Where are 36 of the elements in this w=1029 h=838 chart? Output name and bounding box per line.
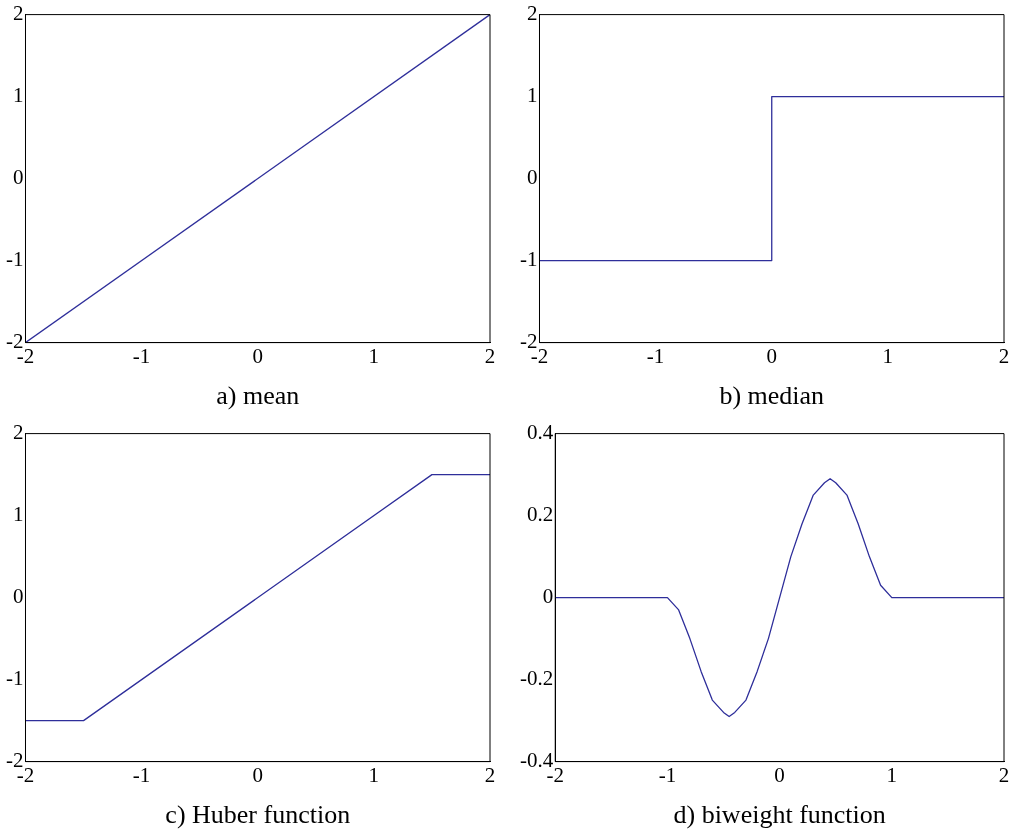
x-axis-title: b) median: [719, 381, 825, 411]
y-tick-label: 2: [526, 1, 538, 26]
x-tick-label: -1: [132, 762, 151, 787]
y-tick-label: 0.2: [526, 502, 554, 527]
x-tick-label: 1: [882, 343, 894, 368]
y-tick-label: 2: [12, 420, 24, 445]
x-axis-title: a) mean: [216, 381, 300, 411]
y-tick-label: 1: [526, 83, 538, 108]
y-tick-label: 0: [542, 584, 554, 609]
x-tick-label: -1: [658, 762, 677, 787]
x-tick-label: 0: [774, 762, 785, 787]
x-tick-label: 2: [998, 762, 1010, 787]
x-tick-label: -1: [646, 343, 665, 368]
y-tick-label: 0: [12, 584, 24, 609]
x-tick-label: -1: [132, 343, 151, 368]
x-tick-label: 2: [484, 762, 496, 787]
y-tick-label: -1: [519, 247, 538, 272]
y-tick-label: 1: [12, 502, 24, 527]
x-axis-title: d) biweight function: [673, 800, 886, 830]
y-tick-label: -1: [5, 247, 24, 272]
x-tick-label: 1: [368, 343, 380, 368]
y-tick-label: 0: [526, 165, 538, 190]
x-tick-label: 0: [766, 343, 777, 368]
y-tick-label: -1: [5, 666, 24, 691]
x-axis-title: c) Huber function: [165, 800, 351, 830]
y-tick-label: 0.4: [526, 420, 554, 445]
x-tick-label: 0: [252, 762, 263, 787]
y-tick-label: 0: [12, 165, 24, 190]
y-tick-label: 2: [12, 1, 24, 26]
y-tick-label: -0.2: [519, 666, 554, 691]
x-tick-label: 1: [368, 762, 380, 787]
x-tick-label: 2: [998, 343, 1010, 368]
x-tick-label: 0: [252, 343, 263, 368]
x-tick-label: 2: [484, 343, 496, 368]
y-tick-label: 1: [12, 83, 24, 108]
x-tick-label: 1: [886, 762, 898, 787]
